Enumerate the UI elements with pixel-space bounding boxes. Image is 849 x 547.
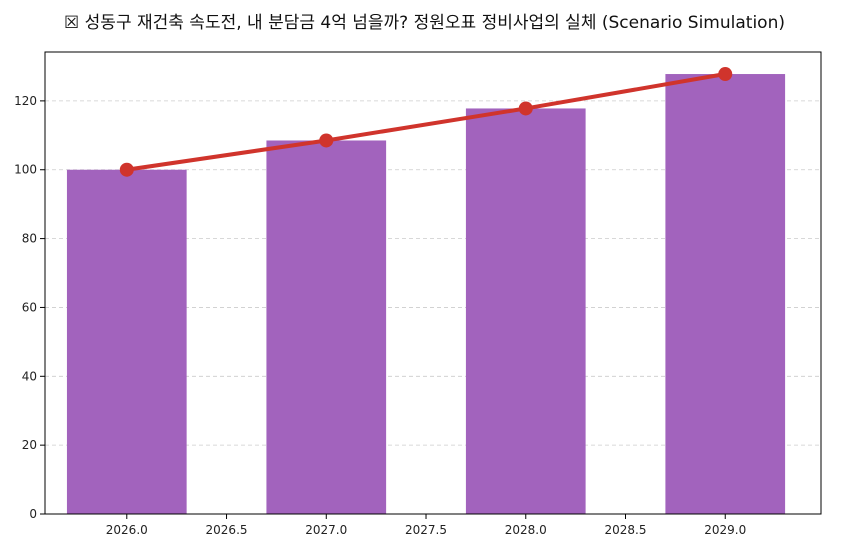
bar <box>266 140 387 514</box>
y-tick-label: 100 <box>14 163 37 177</box>
bar <box>465 108 586 514</box>
y-tick-label: 120 <box>14 94 37 108</box>
series-line <box>124 72 728 172</box>
x-tick-label: 2028.5 <box>605 523 647 537</box>
line-point <box>718 67 733 82</box>
x-tick-label: 2027.5 <box>405 523 447 537</box>
bar <box>665 74 786 515</box>
y-tick-label: 0 <box>29 507 37 521</box>
y-tick-label: 60 <box>22 300 37 314</box>
line-point <box>518 101 533 116</box>
x-tick-label: 2027.0 <box>305 523 347 537</box>
y-tick-label: 20 <box>22 438 37 452</box>
line-point <box>319 133 334 148</box>
axes: 0 20 40 60 80 100 120 2026.0 2026.5 2027.0 2027.5 2… <box>14 51 822 537</box>
chart-title: ☒ 성동구 재건축 속도전, 내 분담금 4억 넘을까? 정원오표 정비사업의 … <box>64 13 785 33</box>
line-series <box>119 67 733 177</box>
y-tick-label: 80 <box>22 232 37 246</box>
x-tick-label: 2028.0 <box>505 523 547 537</box>
y-tick-label: 40 <box>22 369 37 383</box>
x-tick-label: 2029.0 <box>704 523 746 537</box>
bar <box>66 169 187 514</box>
plot-frame <box>44 51 822 515</box>
x-tick-label: 2026.5 <box>206 523 248 537</box>
x-tick-label: 2026.0 <box>106 523 148 537</box>
line-point <box>119 162 134 177</box>
bar-series <box>66 74 786 515</box>
